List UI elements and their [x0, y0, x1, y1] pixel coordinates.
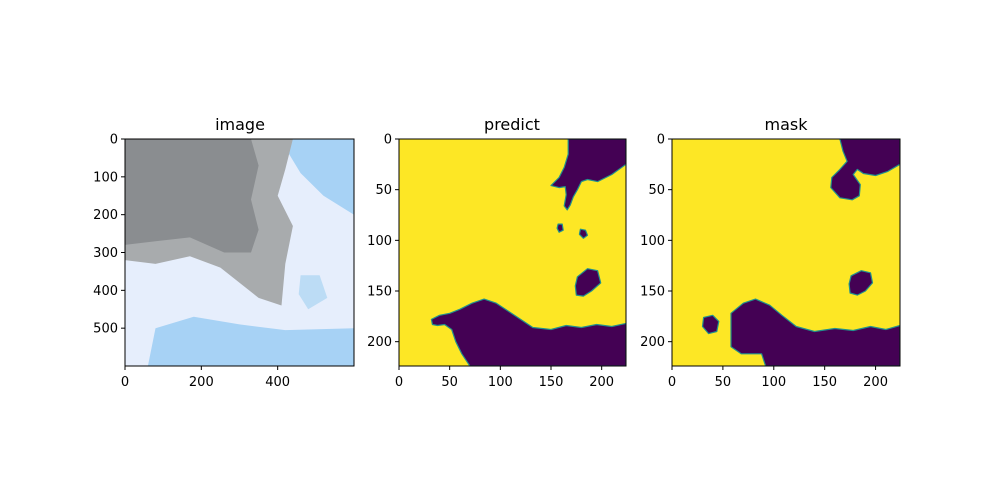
- region-mid-right-blob: [848, 270, 874, 296]
- y-tick-label: 200: [93, 208, 118, 223]
- y-tick-label: 100: [640, 234, 665, 249]
- x-tick-label: 200: [863, 375, 888, 390]
- region-sky-blue-top: [277, 139, 354, 215]
- region-sky-blue-patch: [298, 275, 328, 310]
- x-tick-label: 150: [539, 375, 564, 390]
- x-tick-label: 0: [668, 375, 676, 390]
- y-tick-label: 50: [648, 183, 665, 198]
- plot-area: [672, 139, 900, 366]
- region-top-right-blob: [550, 139, 626, 211]
- x-tick-label: 200: [189, 375, 214, 390]
- region-small-dot-2: [578, 228, 589, 239]
- y-tick-label: 150: [367, 285, 392, 300]
- y-tick-label: 200: [640, 335, 665, 350]
- y-tick-label: 0: [657, 133, 665, 148]
- region-small-dot-1: [556, 223, 564, 233]
- x-tick-label: 50: [441, 375, 458, 390]
- y-tick-label: 0: [384, 133, 392, 148]
- region-top-right-blob: [830, 139, 900, 201]
- region-bottom-mass: [430, 298, 626, 366]
- region-mid-right-blob: [574, 268, 602, 297]
- plot-area: [125, 139, 354, 366]
- x-tick-label: 400: [265, 375, 290, 390]
- panel-title-predict: predict: [484, 115, 540, 134]
- x-tick-label: 100: [761, 375, 786, 390]
- x-tick-label: 50: [715, 375, 732, 390]
- axes-frame: [671, 138, 901, 367]
- panel-predict: predict 0 50 100 150 200 0 50 100 150 200: [367, 115, 627, 390]
- region-cloud-dark: [125, 139, 259, 253]
- panel-image: image 0 200 400 0 100 200 300 400 500: [93, 115, 355, 390]
- x-tick-label: 0: [395, 375, 403, 390]
- region-bottom-mass: [730, 298, 900, 366]
- x-tick-label: 200: [589, 375, 614, 390]
- panel-mask: mask 0 50 100 150 200 0 50 100 150 200: [640, 115, 901, 390]
- y-tick-label: 0: [110, 133, 118, 148]
- y-tick-label: 100: [367, 234, 392, 249]
- region-sky-blue-bottom: [147, 316, 354, 366]
- y-tick-label: 50: [375, 183, 392, 198]
- panel-title-mask: mask: [765, 115, 809, 134]
- region-small-left-blob: [701, 314, 720, 335]
- panel-title-image: image: [215, 115, 265, 134]
- x-tick-label: 150: [812, 375, 837, 390]
- x-tick-label: 0: [121, 375, 129, 390]
- y-tick-label: 100: [93, 170, 118, 185]
- y-tick-label: 150: [640, 285, 665, 300]
- y-tick-label: 200: [367, 335, 392, 350]
- y-tick-label: 400: [93, 284, 118, 299]
- x-tick-label: 100: [488, 375, 513, 390]
- y-tick-label: 500: [93, 322, 118, 337]
- axes-frame: [398, 138, 627, 367]
- plot-area: [399, 139, 626, 366]
- y-tick-label: 300: [93, 246, 118, 261]
